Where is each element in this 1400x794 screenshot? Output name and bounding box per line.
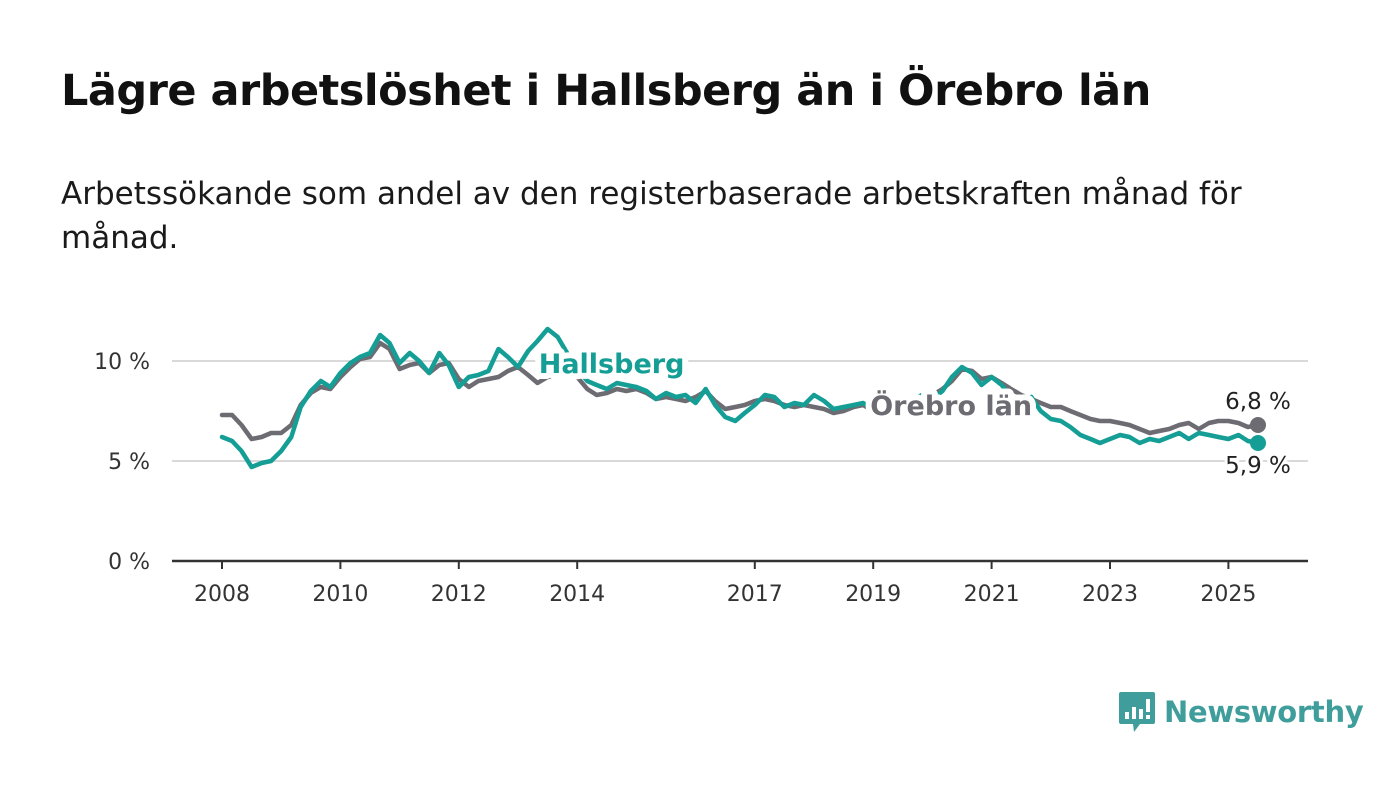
series-lines	[219, 326, 1266, 470]
x-tick-label: 2023	[1082, 582, 1138, 607]
x-tick-label: 2008	[194, 582, 250, 607]
bar-chart-speech-bubble-icon	[1119, 692, 1155, 732]
end-value-label: 5,9 %	[1225, 453, 1291, 479]
y-tick-label: 0 %	[108, 550, 150, 575]
x-tick-label: 2014	[549, 582, 605, 607]
chart-subtitle: Arbetssökande som andel av den registerb…	[61, 176, 1242, 256]
series-inline-label: Örebro län	[870, 389, 1032, 422]
x-tick-label: 2012	[431, 582, 487, 607]
newsworthy-logo: Newsworthy	[1118, 690, 1364, 734]
y-axis-labels: 0 % 5 % 10 %	[94, 350, 150, 575]
series-line-hallsberg	[219, 326, 1261, 470]
end-point-marker	[1250, 417, 1266, 433]
x-tick-label: 2017	[727, 582, 783, 607]
x-tick-label: 2025	[1200, 582, 1256, 607]
x-axis: 2008 2010 2012 2014 2017 2019 2021 2023 2025	[172, 559, 1308, 607]
chart-title: Lägre arbetslöshet i Hallsberg än i Öreb…	[61, 66, 1151, 116]
x-tick-label: 2010	[312, 582, 368, 607]
x-tick-label: 2019	[845, 582, 901, 607]
series-inline-label: Hallsberg	[539, 349, 685, 380]
end-value-label: 6,8 %	[1225, 389, 1291, 415]
end-point-marker	[1250, 435, 1266, 451]
x-tick-label: 2021	[964, 582, 1020, 607]
y-tick-label: 10 %	[94, 350, 150, 375]
brand-name: Newsworthy	[1164, 695, 1364, 729]
series-line--rebro-l-n	[219, 340, 1261, 442]
series-labels: Hallsberg Örebro län 6,8 % 5,9 %	[533, 343, 1294, 482]
y-tick-label: 5 %	[108, 450, 150, 475]
